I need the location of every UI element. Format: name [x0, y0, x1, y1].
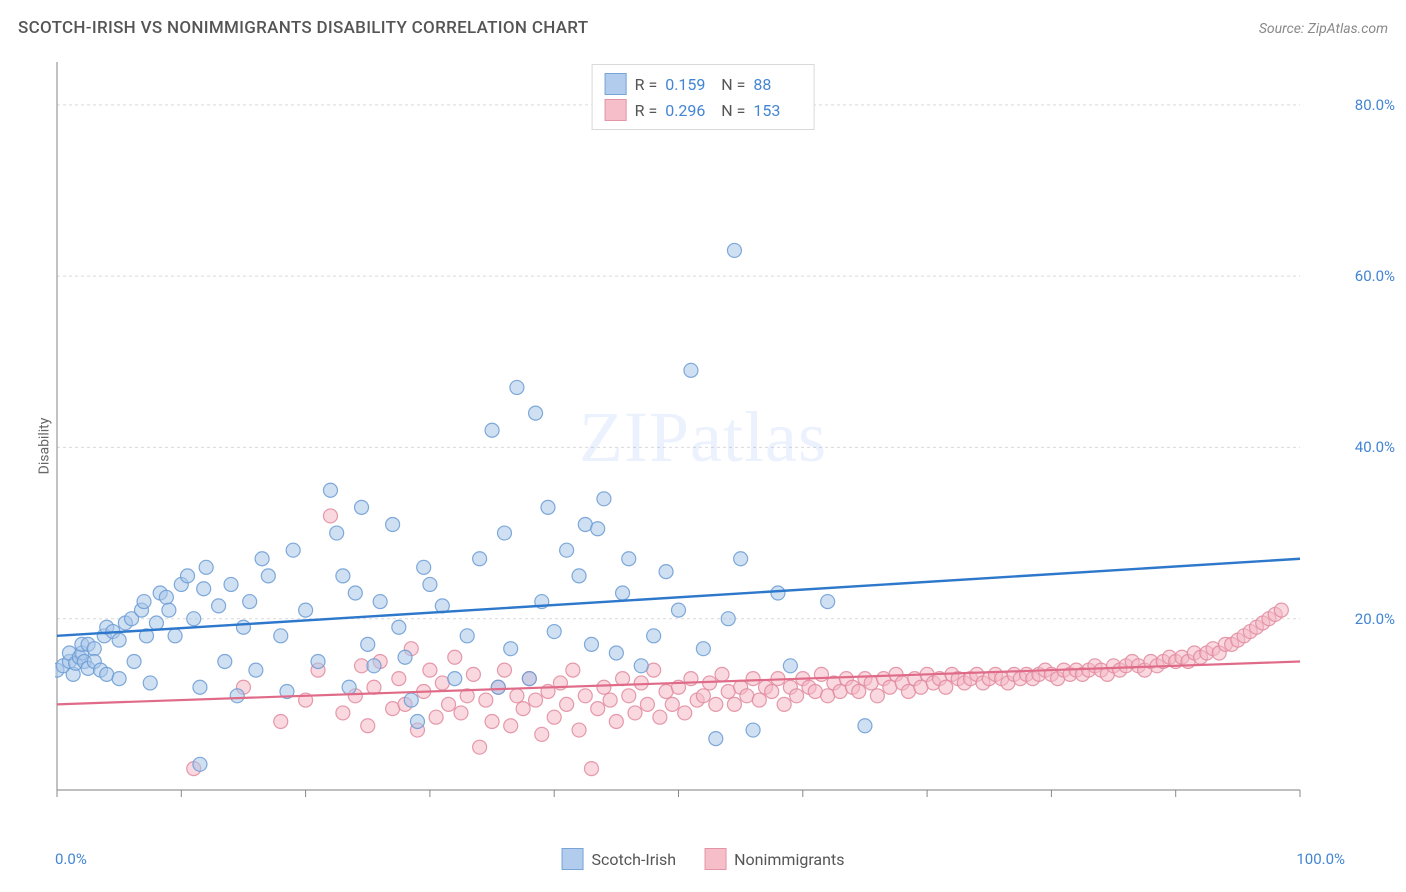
y-tick-label: 20.0% [1355, 610, 1395, 628]
series2-swatch-bottom [704, 848, 726, 870]
series-legend: Scotch-Irish Nonimmigrants [562, 848, 845, 870]
stats-legend-row-1: R = 0.159 N = 88 [605, 71, 802, 97]
scatter-plot-svg [55, 60, 1345, 815]
series1-swatch [605, 73, 627, 95]
series2-swatch [605, 99, 627, 121]
plot-area: 20.0%40.0%60.0%80.0% [55, 60, 1345, 815]
chart-container: SCOTCH-IRISH VS NONIMMIGRANTS DISABILITY… [0, 0, 1406, 892]
x-max-label: 100.0% [1296, 850, 1345, 868]
y-tick-label: 80.0% [1355, 96, 1395, 114]
x-min-label: 0.0% [55, 850, 87, 868]
chart-title: SCOTCH-IRISH VS NONIMMIGRANTS DISABILITY… [18, 18, 588, 38]
source-attribution: Source: ZipAtlas.com [1259, 21, 1388, 37]
stats-legend-row-2: R = 0.296 N = 153 [605, 97, 802, 123]
y-axis-label: Disability [36, 418, 52, 475]
y-tick-label: 40.0% [1355, 438, 1395, 456]
legend-item-series1: Scotch-Irish [562, 848, 677, 870]
series1-swatch-bottom [562, 848, 584, 870]
legend-item-series2: Nonimmigrants [704, 848, 844, 870]
stats-legend: R = 0.159 N = 88 R = 0.296 N = 153 [592, 64, 815, 130]
y-tick-label: 60.0% [1355, 267, 1395, 285]
